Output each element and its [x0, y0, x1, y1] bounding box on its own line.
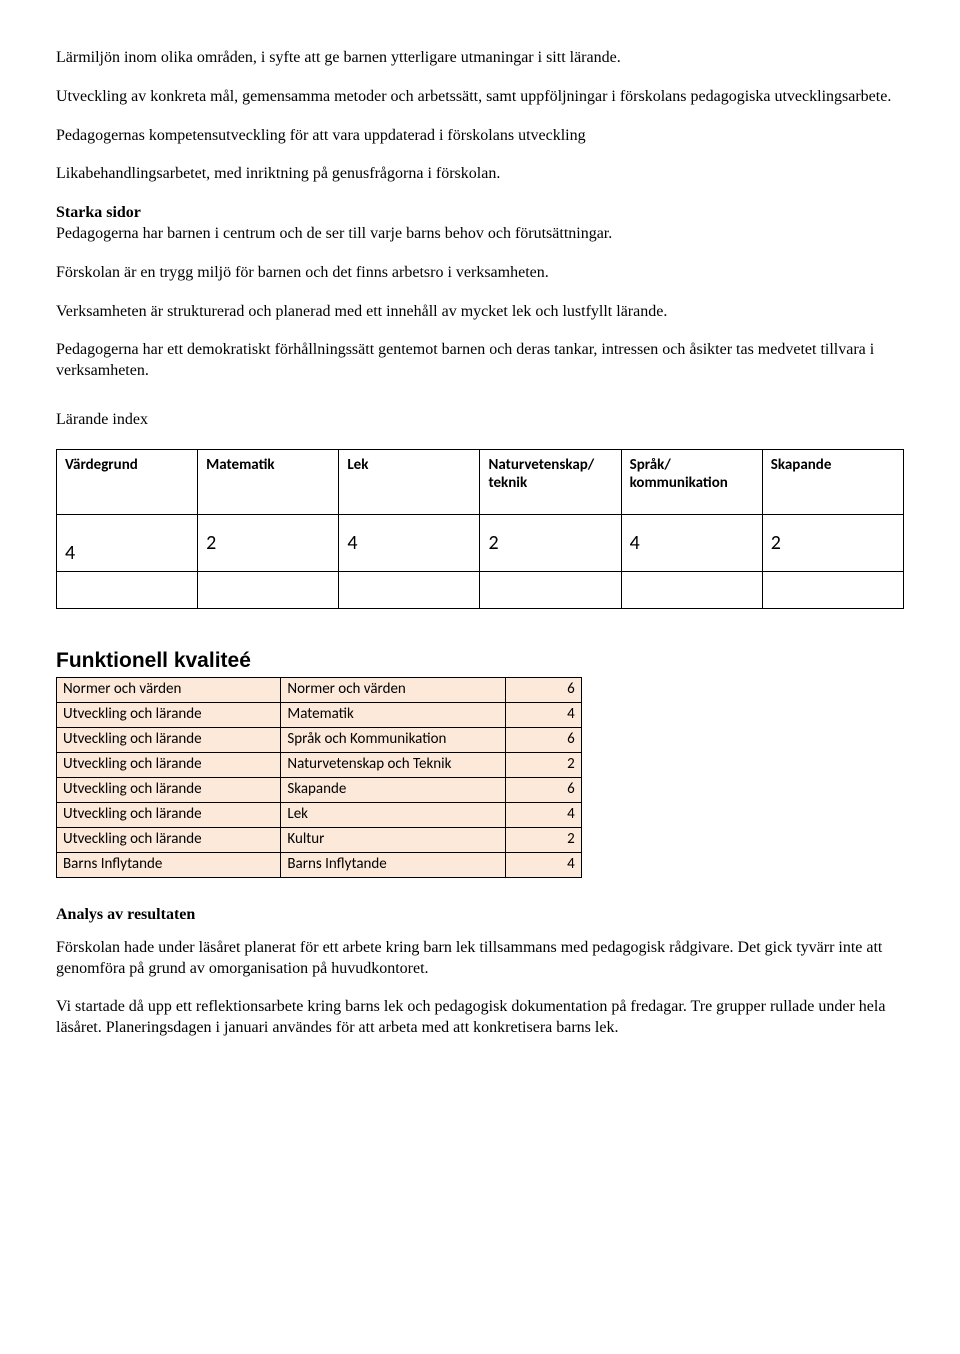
cell-score: 4: [505, 852, 581, 877]
cell-subcategory: Normer och värden: [281, 677, 505, 702]
col-skapande: Skapande: [762, 449, 903, 514]
cell-category: Utveckling och lärande: [57, 727, 281, 752]
paragraph: Vi startade då upp ett reflektionsarbete…: [56, 997, 904, 1039]
cell-score: 6: [505, 677, 581, 702]
cell-subcategory: Naturvetenskap och Teknik: [281, 752, 505, 777]
cell-subcategory: Skapande: [281, 777, 505, 802]
cell-subcategory: Kultur: [281, 827, 505, 852]
paragraph: Pedagogernas kompetensutveckling för att…: [56, 126, 904, 147]
cell-subcategory: Matematik: [281, 702, 505, 727]
table-row: Barns InflytandeBarns Inflytande4: [57, 852, 582, 877]
cell-score: 4: [505, 802, 581, 827]
paragraph: Likabehandlingsarbetet, med inriktning p…: [56, 164, 904, 185]
cell-value: 4: [57, 514, 198, 571]
cell-subcategory: Barns Inflytande: [281, 852, 505, 877]
cell-score: 4: [505, 702, 581, 727]
paragraph: Förskolan hade under läsåret planerat fö…: [56, 938, 904, 980]
paragraph: Verksamheten är strukturerad och planera…: [56, 302, 904, 323]
cell-category: Normer och värden: [57, 677, 281, 702]
larande-index-label: Lärande index: [56, 410, 904, 431]
cell-subcategory: Språk och Kommunikation: [281, 727, 505, 752]
paragraph: Pedagogerna har barnen i centrum och de …: [56, 225, 612, 242]
col-sprak: Språk/ kommunikation: [621, 449, 762, 514]
cell-value: 4: [621, 514, 762, 571]
funktionell-kvalitee-table: Normer och värdenNormer och värden6Utvec…: [56, 677, 582, 878]
table-row: Normer och värdenNormer och värden6: [57, 677, 582, 702]
cell-score: 6: [505, 777, 581, 802]
cell-category: Utveckling och lärande: [57, 777, 281, 802]
table-row: Utveckling och lärandeKultur2: [57, 827, 582, 852]
cell-category: Barns Inflytande: [57, 852, 281, 877]
cell-value: 4: [339, 514, 480, 571]
paragraph: Lärmiljön inom olika områden, i syfte at…: [56, 48, 904, 69]
cell-category: Utveckling och lärande: [57, 752, 281, 777]
table-row: Utveckling och lärandeNaturvetenskap och…: [57, 752, 582, 777]
col-naturvetenskap: Naturvetenskap/ teknik: [480, 449, 621, 514]
cell-score: 6: [505, 727, 581, 752]
table-row: Utveckling och lärandeLek4: [57, 802, 582, 827]
cell-text: kommunikation: [630, 474, 728, 492]
funktionell-kvalitee-heading: Funktionell kvaliteé: [56, 649, 904, 673]
col-vardegrund: Värdegrund: [57, 449, 198, 514]
table-row: 4 2 4 2 4 2: [57, 514, 904, 571]
cell-category: Utveckling och lärande: [57, 827, 281, 852]
paragraph: Förskolan är en trygg miljö för barnen o…: [56, 263, 904, 284]
cell-score: 2: [505, 827, 581, 852]
starka-sidor-label: Starka sidor: [56, 204, 141, 221]
paragraph: Utveckling av konkreta mål, gemensamma m…: [56, 87, 904, 108]
table-row: Utveckling och lärandeSkapande6: [57, 777, 582, 802]
table-row: Utveckling och lärandeSpråk och Kommunik…: [57, 727, 582, 752]
cell-category: Utveckling och lärande: [57, 702, 281, 727]
table-row: Utveckling och lärandeMatematik4: [57, 702, 582, 727]
table-row-empty: [57, 571, 904, 608]
table-header-row: Värdegrund Matematik Lek Naturvetenskap/…: [57, 449, 904, 514]
cell-value: 2: [762, 514, 903, 571]
larande-index-table-wrapper: Värdegrund Matematik Lek Naturvetenskap/…: [56, 449, 904, 609]
col-lek: Lek: [339, 449, 480, 514]
cell-text: Språk/: [630, 456, 671, 474]
starka-sidor-block: Starka sidor Pedagogerna har barnen i ce…: [56, 203, 904, 245]
cell-subcategory: Lek: [281, 802, 505, 827]
col-matematik: Matematik: [198, 449, 339, 514]
cell-text: Naturvetenskap/: [488, 456, 594, 474]
cell-score: 2: [505, 752, 581, 777]
cell-value: 2: [480, 514, 621, 571]
cell-text: teknik: [488, 474, 527, 492]
larande-index-table: Värdegrund Matematik Lek Naturvetenskap/…: [56, 449, 904, 609]
cell-value: 2: [198, 514, 339, 571]
analys-heading: Analys av resultaten: [56, 906, 904, 924]
paragraph: Pedagogerna har ett demokratiskt förhåll…: [56, 340, 904, 382]
cell-category: Utveckling och lärande: [57, 802, 281, 827]
